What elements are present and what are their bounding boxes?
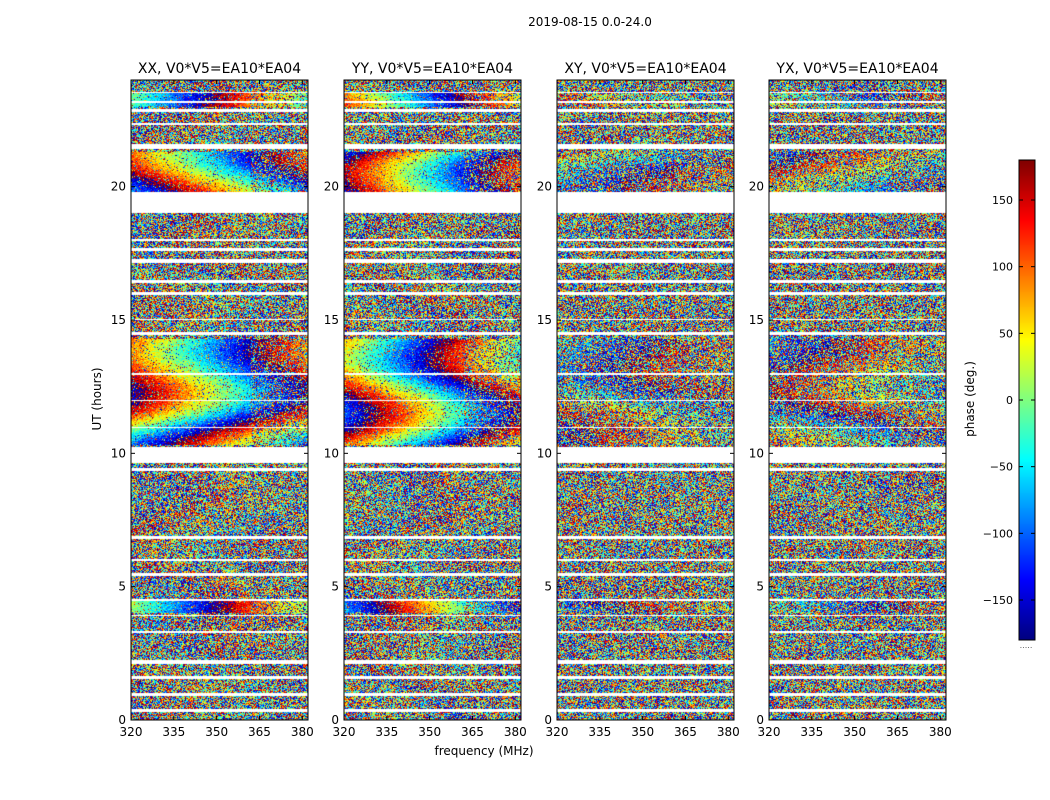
x-tick-label: 320 <box>333 725 356 739</box>
x-tick-label: 350 <box>205 725 228 739</box>
x-tick-label: 335 <box>162 725 185 739</box>
phase-raster-1 <box>131 80 308 720</box>
axes-frame-3 <box>556 79 735 721</box>
x-tick-label: 365 <box>674 725 697 739</box>
x-tick-label: 380 <box>504 725 527 739</box>
x-tick-label: 350 <box>843 725 866 739</box>
figure-title: 2019-08-15 0.0-24.0 <box>528 15 652 29</box>
y-tick-label: 20 <box>324 180 339 194</box>
x-tick-label: 365 <box>248 725 271 739</box>
y-tick-label: 0 <box>544 713 552 727</box>
x-tick-label: 365 <box>461 725 484 739</box>
y-tick-label: 0 <box>331 713 339 727</box>
panel-title-3: XY, V0*V5=EA10*EA04 <box>564 61 726 77</box>
y-tick-label: 5 <box>118 580 126 594</box>
y-tick-label: 15 <box>324 313 339 327</box>
y-tick-label: 15 <box>749 313 764 327</box>
colorbar-label: phase (deg.) <box>963 361 977 437</box>
x-tick-label: 335 <box>375 725 398 739</box>
x-tick-label: 380 <box>291 725 314 739</box>
x-axis-label: frequency (MHz) <box>434 744 533 758</box>
colorbar-tick-label: −50 <box>990 461 1013 474</box>
y-axis-label: UT (hours) <box>90 367 104 430</box>
y-tick-label: 15 <box>537 313 552 327</box>
y-tick-label: 10 <box>324 446 339 460</box>
x-tick-label: 335 <box>800 725 823 739</box>
y-tick-label: 5 <box>756 580 764 594</box>
axes-frame-2 <box>343 79 522 721</box>
x-tick-label: 350 <box>631 725 654 739</box>
x-tick-label: 380 <box>717 725 740 739</box>
panel-title-2: YY, V0*V5=EA10*EA04 <box>351 61 513 77</box>
y-tick-label: 20 <box>111 180 126 194</box>
panel-title-4: YX, V0*V5=EA10*EA04 <box>775 61 938 77</box>
x-tick-label: 365 <box>886 725 909 739</box>
x-tick-label: 320 <box>758 725 781 739</box>
y-tick-label: 0 <box>756 713 764 727</box>
panel-3: XY, V0*V5=EA10*EA04 320 335 350 365 380 0 5 10 15… <box>537 61 740 739</box>
y-tick-label: 20 <box>749 180 764 194</box>
y-tick-label: 0 <box>118 713 126 727</box>
x-tick-label: 350 <box>418 725 441 739</box>
colorbar-footer: ..... <box>1020 641 1033 650</box>
y-tick-label: 10 <box>537 446 552 460</box>
y-tick-label: 5 <box>331 580 339 594</box>
x-tick-label: 320 <box>120 725 143 739</box>
x-tick-label: 335 <box>588 725 611 739</box>
y-tick-label: 20 <box>537 180 552 194</box>
y-tick-label: 15 <box>111 313 126 327</box>
colorbar-tick-label: 0 <box>1006 394 1013 407</box>
x-tick-label: 380 <box>929 725 952 739</box>
colorbar: 150 100 50 0 −50 −100 −150 <box>983 159 1036 641</box>
panel-4: YX, V0*V5=EA10*EA04 320 335 350 365 380 0 5 10 15… <box>749 61 952 739</box>
colorbar-tick-label: 100 <box>992 261 1013 274</box>
axes-frame-4 <box>768 79 947 721</box>
y-tick-label: 5 <box>544 580 552 594</box>
phase-raster-3 <box>557 80 734 720</box>
colorbar-tick-label: 150 <box>992 194 1013 207</box>
colorbar-tick-label: 50 <box>999 327 1013 340</box>
phase-raster-4 <box>769 80 946 720</box>
y-tick-label: 10 <box>749 446 764 460</box>
colorbar-tick-label: −100 <box>983 527 1013 540</box>
panel-title-1: XX, V0*V5=EA10*EA04 <box>138 61 301 77</box>
axes-frame-1 <box>130 79 309 721</box>
panel-2: YY, V0*V5=EA10*EA04 320 335 350 365 380 0 5 10 15… <box>324 61 527 739</box>
colorbar-gradient <box>1019 160 1035 640</box>
panel-1: XX, V0*V5=EA10*EA04 320 335 350 365 380 0 5 10 15… <box>111 61 314 739</box>
panels: XX, V0*V5=EA10*EA04 320 335 350 365 380 0 5 10 15… <box>111 61 952 739</box>
y-tick-label: 10 <box>111 446 126 460</box>
colorbar-tick-label: −150 <box>983 594 1013 607</box>
x-tick-label: 320 <box>546 725 569 739</box>
phase-raster-2 <box>344 80 521 720</box>
